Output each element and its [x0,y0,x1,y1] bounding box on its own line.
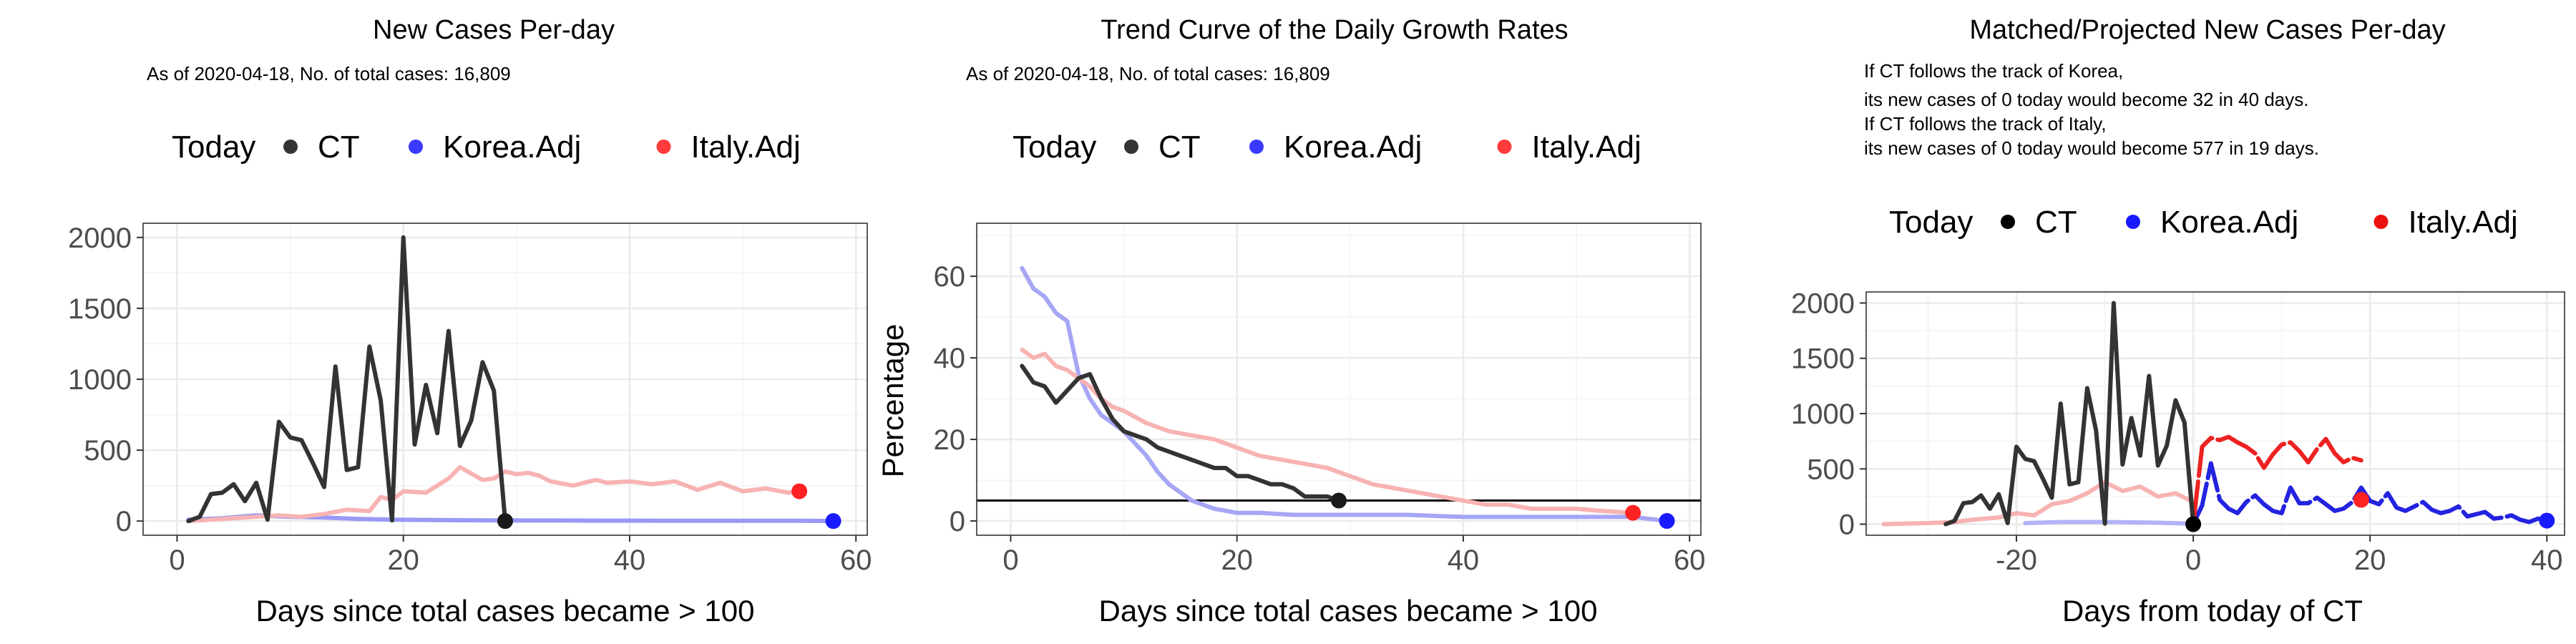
x-tick-label: 0 [1002,545,1018,576]
legend: Today CT Korea.Adj Italy.Adj [172,130,801,165]
y-tick-label: 1000 [68,364,132,396]
y-tick-label: 2000 [1791,288,1855,319]
legend-label-ct: CT [2035,205,2077,240]
x-tick-label: 0 [169,545,185,576]
plot-area: 0 20 40 60 0 500 1000 1500 2000 [68,223,872,576]
legend: Today CT Korea.Adj Italy.Adj [1889,205,2518,240]
legend-label-ct: CT [318,130,360,165]
chart-title: Trend Curve of the Daily Growth Rates [1101,15,1568,45]
y-axis-label: Percentage [876,324,909,478]
today-point-korea-adj [1659,513,1675,530]
plot-area: -20 0 20 40 0 500 1000 1500 2000 [1791,288,2565,576]
today-point-italy-adj [791,483,808,499]
x-axis-label: Days from today of CT [2062,594,2363,628]
legend-title: Today [1013,130,1096,165]
chart-title: Matched/Projected New Cases Per-day [1969,15,2445,45]
series-line-italy-adj [1020,347,1636,515]
today-point-korea-adj [825,513,841,530]
chart-subtitle-line-2: its new cases of 0 today would become 32… [1864,89,2308,110]
panel-border [142,223,868,536]
growth-rate-trend-panel: Trend Curve of the Daily Growth Rates As… [876,15,1705,628]
legend-label-korea-adj: Korea.Adj [443,130,581,165]
series-line-italy-adj-projected [2191,434,2363,527]
series-line-italy-adj [186,464,802,524]
chart-subtitle: As of 2020-04-18, No. of total cases: 16… [147,63,511,84]
panel-border [976,223,1702,536]
x-tick-label: 20 [387,545,419,576]
series-line-ct [186,235,507,524]
y-tick-label: 1500 [68,293,132,325]
x-axis-label: Days since total cases became > 100 [1099,594,1598,628]
x-tick-label: 60 [1674,545,1706,576]
legend-key-italy-adj [2373,215,2389,229]
legend-title: Today [172,130,255,165]
today-point-italy-adj [1625,504,1641,521]
legend-label-italy-adj: Italy.Adj [2409,205,2518,240]
panel-border [1865,291,2565,536]
legend-label-italy-adj: Italy.Adj [691,130,801,165]
chart-title: New Cases Per-day [373,15,615,45]
series-line-ct [1943,301,2196,527]
x-axis-label: Days since total cases became > 100 [256,594,755,628]
y-tick-label: 500 [1807,454,1855,485]
x-tick-label: 20 [1221,545,1253,576]
y-tick-label: 1000 [1791,399,1855,430]
series-line-korea-adj [1020,265,1669,524]
x-tick-label: 40 [1448,545,1480,576]
today-point-ct [2185,516,2202,532]
legend-label-ct: CT [1158,130,1201,165]
legend-key-korea-adj [2126,215,2140,229]
matched-projected-panel: Matched/Projected New Cases Per-day If C… [1791,15,2565,628]
legend-key-ct [2001,215,2015,229]
plot-area: 0 20 40 60 0 20 40 60 [934,223,1706,576]
series-line-italy-adj-matched [1881,479,2196,527]
y-tick-label: 2000 [68,223,132,254]
today-point-ct [1331,492,1347,509]
x-tick-label: 0 [2185,545,2201,576]
y-tick-label: 500 [84,435,132,467]
y-tick-label: 60 [934,261,966,293]
series-line-korea-adj-projected [2191,461,2550,527]
y-tick-label: 40 [934,343,966,374]
legend-key-korea-adj [409,140,423,154]
chart-subtitle-line-3: If CT follows the track of Italy, [1864,113,2107,135]
legend-label-italy-adj: Italy.Adj [1532,130,1641,165]
x-tick-label: 60 [840,545,872,576]
chart-subtitle-line-1: If CT follows the track of Korea, [1864,60,2123,82]
new-cases-per-day-panel: New Cases Per-day As of 2020-04-18, No. … [68,15,872,628]
legend-key-italy-adj [656,140,671,154]
today-point-korea-adj [2539,512,2555,529]
chart-subtitle-line-4: its new cases of 0 today would become 57… [1864,137,2319,159]
legend: Today CT Korea.Adj Italy.Adj [1013,130,1641,165]
legend-key-ct [283,140,298,154]
legend-title: Today [1889,205,1973,240]
series-line-ct [1020,364,1341,503]
chart-subtitle: As of 2020-04-18, No. of total cases: 16… [966,63,1330,84]
y-tick-label: 20 [934,424,966,456]
legend-label-korea-adj: Korea.Adj [2160,205,2298,240]
legend-key-italy-adj [1497,140,1512,154]
x-tick-label: -20 [1996,545,2037,576]
legend-label-korea-adj: Korea.Adj [1284,130,1422,165]
x-tick-label: 40 [2531,545,2563,576]
y-tick-label: 0 [950,506,965,537]
y-tick-label: 1500 [1791,343,1855,375]
series-line-korea-adj-matched [2023,519,2196,526]
x-tick-label: 20 [2354,545,2386,576]
legend-key-korea-adj [1249,140,1264,154]
legend-key-ct [1124,140,1138,154]
x-tick-label: 40 [614,545,646,576]
y-tick-label: 0 [116,506,132,537]
today-point-italy-adj [2353,492,2369,508]
y-tick-label: 0 [1839,509,1855,541]
today-point-ct [497,513,513,530]
